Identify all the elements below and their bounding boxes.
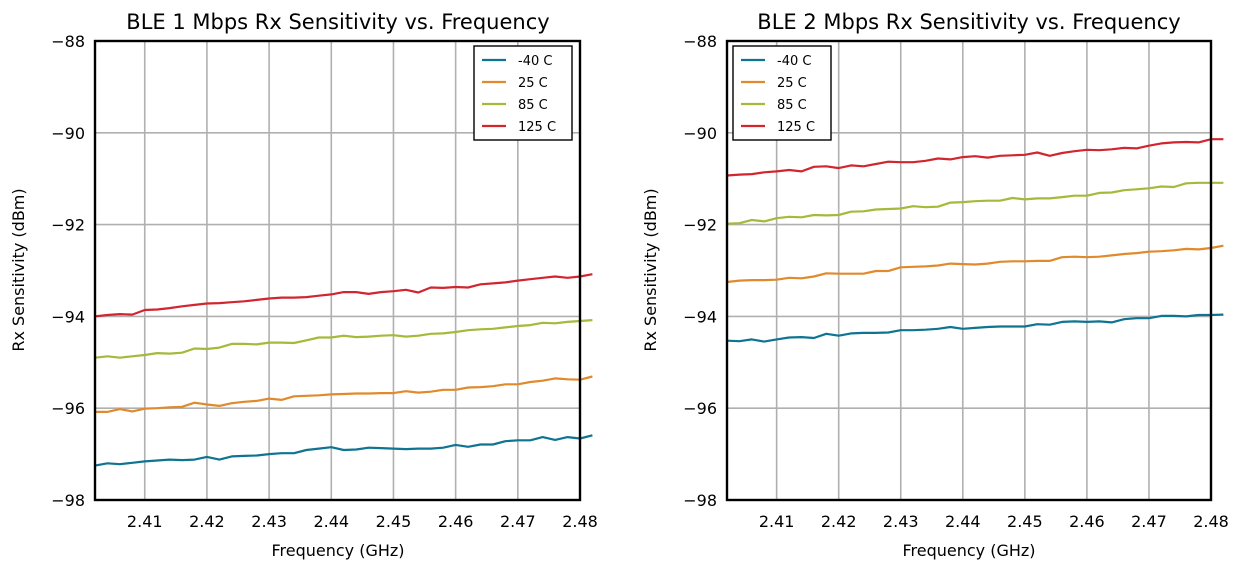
y-tick-label: −98 bbox=[683, 491, 717, 510]
x-tick-label: 2.47 bbox=[1131, 512, 1167, 531]
legend: -40 C 25 C 85 C 125 C bbox=[732, 45, 832, 141]
y-tick-label: −90 bbox=[51, 124, 85, 143]
series-line bbox=[726, 181, 1224, 225]
y-axis-label: Rx Sensitivity (dBm) bbox=[9, 188, 28, 351]
x-tick-label: 2.48 bbox=[562, 512, 598, 531]
series-line bbox=[94, 319, 593, 359]
plot-frame bbox=[725, 39, 1213, 502]
legend-box bbox=[473, 45, 573, 141]
y-tick-label: −88 bbox=[51, 32, 85, 51]
legend: -40 C 25 C 85 C 125 C bbox=[473, 45, 573, 141]
plot-frame bbox=[93, 39, 582, 502]
x-tick-label: 2.44 bbox=[945, 512, 981, 531]
x-tick-label: 2.48 bbox=[1193, 512, 1229, 531]
legend-label: 85 C bbox=[777, 98, 807, 113]
y-tick-label: −94 bbox=[51, 307, 85, 326]
legend-label: 125 C bbox=[518, 120, 556, 135]
y-tick-label: −92 bbox=[51, 216, 85, 235]
x-tick-label: 2.44 bbox=[313, 512, 349, 531]
series-line bbox=[95, 375, 593, 413]
y-tick-label: −90 bbox=[683, 124, 717, 143]
legend-label: 85 C bbox=[518, 98, 548, 113]
x-tick-label: 2.45 bbox=[376, 512, 412, 531]
legend-label: -40 C bbox=[777, 54, 811, 69]
legend-label: 25 C bbox=[777, 76, 807, 91]
chart-panel-ble-1mbps: BLE 1 Mbps Rx Sensitivity vs. Frequency … bbox=[9, 10, 598, 560]
chart-title: BLE 1 Mbps Rx Sensitivity vs. Frequency bbox=[126, 10, 549, 34]
x-tick-label: 2.42 bbox=[821, 512, 857, 531]
x-tick-label: 2.45 bbox=[1007, 512, 1043, 531]
series-line bbox=[726, 138, 1224, 177]
series-line bbox=[94, 273, 593, 318]
x-tick-label: 2.46 bbox=[438, 512, 474, 531]
x-axis-label: Frequency (GHz) bbox=[902, 541, 1035, 560]
series-lines bbox=[94, 273, 593, 467]
legend-label: -40 C bbox=[518, 54, 552, 69]
tick-labels: 2.41 2.42 2.43 2.44 2.45 2.46 2.47 2.48 −98 −96 −9… bbox=[51, 32, 598, 531]
y-tick-label: −88 bbox=[683, 32, 717, 51]
y-axis-label: Rx Sensitivity (dBm) bbox=[641, 188, 660, 351]
y-tick-label: −96 bbox=[683, 399, 717, 418]
series-line bbox=[726, 244, 1224, 284]
legend-box bbox=[732, 45, 832, 141]
x-tick-label: 2.41 bbox=[127, 512, 163, 531]
x-axis-label: Frequency (GHz) bbox=[271, 541, 404, 560]
chart-title: BLE 2 Mbps Rx Sensitivity vs. Frequency bbox=[757, 10, 1180, 34]
x-tick-label: 2.43 bbox=[883, 512, 919, 531]
y-tick-label: −96 bbox=[51, 399, 85, 418]
x-tick-label: 2.46 bbox=[1069, 512, 1105, 531]
series-line bbox=[726, 313, 1224, 343]
series-line bbox=[94, 434, 593, 467]
y-tick-label: −92 bbox=[683, 216, 717, 235]
chart-panel-ble-2mbps: BLE 2 Mbps Rx Sensitivity vs. Frequency … bbox=[641, 10, 1229, 560]
tick-labels: 2.41 2.42 2.43 2.44 2.45 2.46 2.47 2.48 −98 −96 −9… bbox=[683, 32, 1229, 531]
x-tick-label: 2.47 bbox=[500, 512, 536, 531]
x-tick-label: 2.41 bbox=[759, 512, 795, 531]
y-tick-label: −94 bbox=[683, 307, 717, 326]
series-lines bbox=[726, 138, 1224, 343]
x-tick-label: 2.42 bbox=[189, 512, 225, 531]
x-tick-label: 2.43 bbox=[251, 512, 287, 531]
y-tick-label: −98 bbox=[51, 491, 85, 510]
legend-label: 125 C bbox=[777, 120, 815, 135]
legend-label: 25 C bbox=[518, 76, 548, 91]
